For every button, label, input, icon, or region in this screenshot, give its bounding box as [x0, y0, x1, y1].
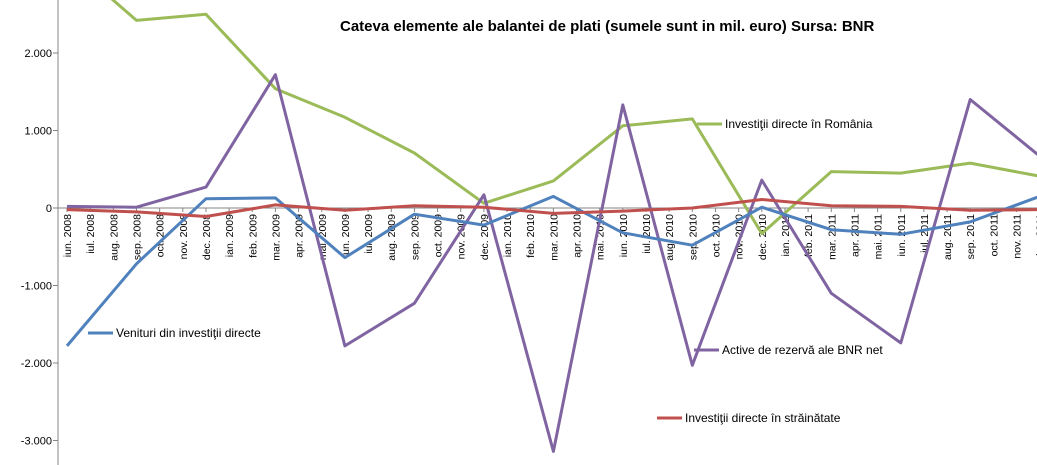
x-tick-label: sep. 2011: [965, 214, 977, 260]
x-tick-label: mar. 2011: [826, 214, 838, 260]
x-tick-label: mar. 2010: [548, 214, 560, 261]
x-tick-label: aug. 2010: [664, 214, 676, 261]
x-tick-label: dec. 2008: [201, 214, 213, 260]
series-line-active-de-rezerva-ale-bnr-net: [66, 73, 1037, 453]
y-tick-label: 0: [46, 203, 52, 215]
y-tick-label: -3.000: [21, 436, 52, 448]
x-tick-label: oct. 2011: [988, 214, 1000, 257]
x-tick-label: oct. 2008: [155, 214, 167, 257]
x-tick-label: iul. 2010: [641, 214, 653, 254]
x-tick-label: aug. 2011: [942, 214, 954, 260]
x-tick-label: sep. 2008: [131, 214, 143, 260]
x-tick-label: iul. 2008: [85, 214, 97, 254]
y-tick-label: 2.000: [24, 48, 52, 60]
x-tick-label: ian. 2009: [224, 214, 236, 257]
series-lines: [65, 0, 1037, 453]
x-tick-label: mar. 2009: [270, 214, 282, 261]
x-tick-label: ian. 2010: [502, 214, 514, 257]
series-line-investit-ii-directe-i-n-stra-ina-tate: [66, 198, 1037, 218]
legend-label: Investiţii directe în România: [725, 117, 873, 131]
x-tick-label: oct. 2009: [433, 214, 445, 257]
x-tick-label: sep. 2009: [409, 214, 421, 260]
x-tick-label: iun. 2010: [618, 214, 630, 257]
y-tick-label: -2.000: [21, 358, 52, 370]
chart-title: Cateva elemente ale balantei de plati (s…: [340, 18, 874, 35]
x-tick-label: apr. 2010: [572, 214, 584, 258]
x-tick-label: feb. 2010: [525, 214, 537, 258]
x-tick-label: aug. 2008: [108, 214, 120, 261]
x-tick-label: dec. 2011: [1035, 214, 1037, 260]
x-tick-label: oct. 2010: [710, 214, 722, 257]
x-tick-label: nov. 2011: [1012, 214, 1024, 259]
x-tick-label: iun. 2008: [62, 214, 74, 257]
x-tick-label: aug. 2009: [386, 214, 398, 261]
x-tick-label: mai. 2011: [873, 214, 885, 259]
x-tick-label: apr. 2011: [849, 214, 861, 257]
y-tick-label: -1.000: [21, 281, 52, 293]
x-tick-label: iul. 2009: [363, 214, 375, 254]
x-tick-label: dec. 2010: [757, 214, 769, 260]
x-tick-label: apr. 2009: [294, 214, 306, 258]
legend: Investiţii directe în România Venituri di…: [88, 117, 883, 425]
x-tick-label: nov. 2008: [178, 214, 190, 260]
x-tick-label: feb. 2009: [247, 214, 259, 258]
x-tick-label: dec. 2009: [479, 214, 491, 260]
y-tick-label: 1.000: [24, 126, 52, 138]
legend-label: Investiţii directe în străinătate: [685, 411, 841, 425]
legend-label: Venituri din investiţii directe: [116, 326, 261, 340]
x-tick-label: iun. 2009: [340, 214, 352, 257]
series-line-veniturile-din-investit-ii-directe: [65, 194, 1037, 347]
series-line-investit-ii-directe-i-n-roma-nia: [110, 0, 1037, 236]
legend-label: Active de rezervă ale BNR net: [722, 343, 883, 357]
x-tick-label: sep. 2010: [687, 214, 699, 260]
